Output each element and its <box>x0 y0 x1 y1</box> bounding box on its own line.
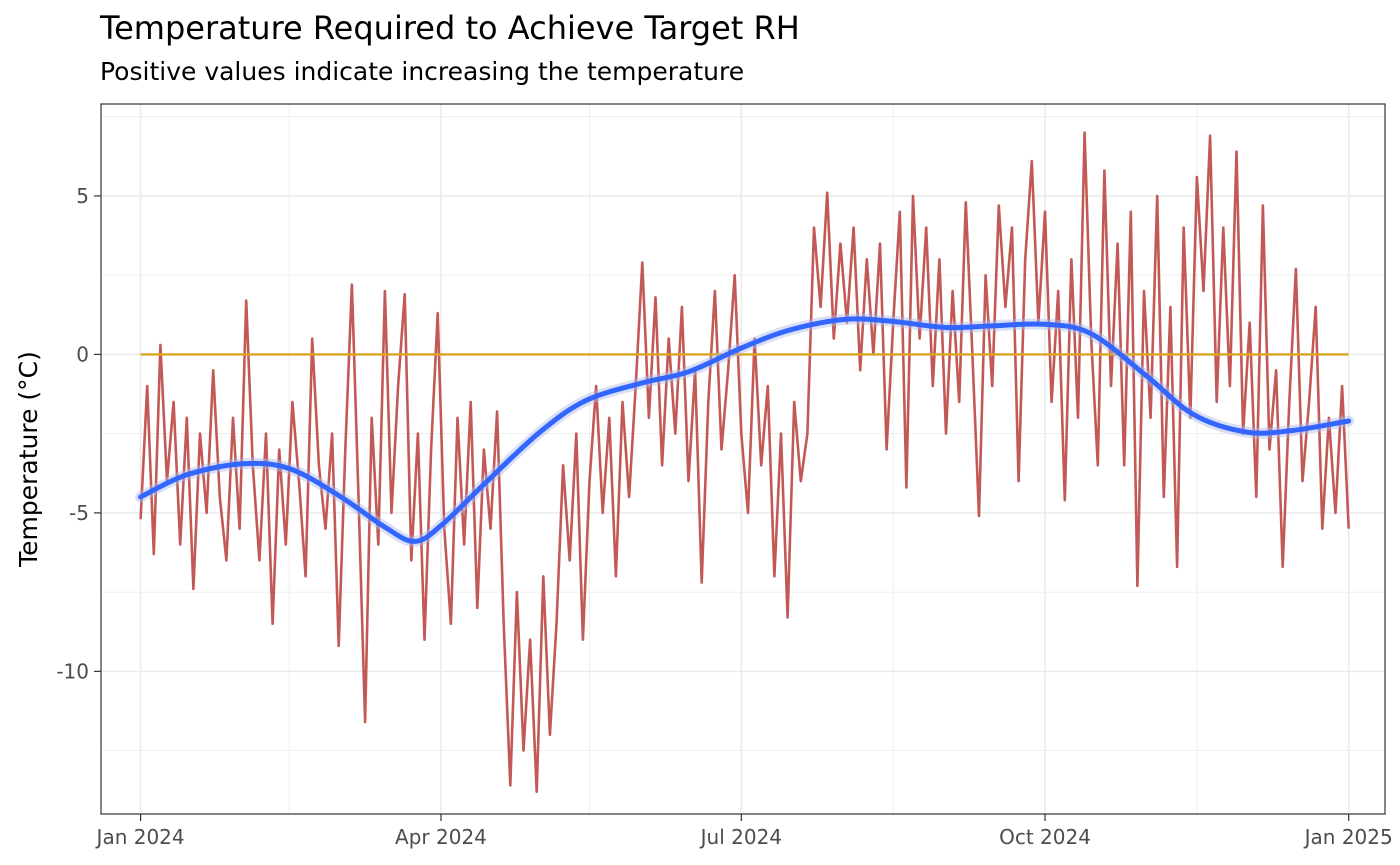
y-tick-label-1: 0 <box>76 342 89 366</box>
y-tick-label-2: -5 <box>69 501 89 525</box>
y-axis-label: Temperature (°C) <box>14 351 43 568</box>
grid-minor <box>101 104 1385 814</box>
y-tick-label-3: -10 <box>56 659 89 683</box>
x-tick-label-2: Jul 2024 <box>699 825 782 849</box>
x-tick-label-1: Apr 2024 <box>395 825 487 849</box>
series-smooth-line <box>138 316 1352 544</box>
x-axis: Jan 2024 Apr 2024 Jul 2024 Oct 2024 Jan 2025 <box>95 814 1393 849</box>
chart-title: Temperature Required to Achieve Target R… <box>100 9 800 47</box>
x-tick-label-4: Jan 2025 <box>1303 825 1393 849</box>
series-raw-line <box>139 131 1350 794</box>
series-raw-layer <box>139 131 1350 794</box>
y-tick-label-0: 5 <box>76 184 89 208</box>
panel-border <box>100 103 1386 815</box>
y-axis: 5 0 -5 -10 <box>56 184 101 683</box>
chart-subtitle: Positive values indicate increasing the … <box>100 57 745 86</box>
series-smooth-band <box>135 313 1355 547</box>
x-tick-label-0: Jan 2024 <box>95 825 185 849</box>
x-tick-label-3: Oct 2024 <box>999 825 1091 849</box>
series-smooth-layer <box>135 313 1355 547</box>
